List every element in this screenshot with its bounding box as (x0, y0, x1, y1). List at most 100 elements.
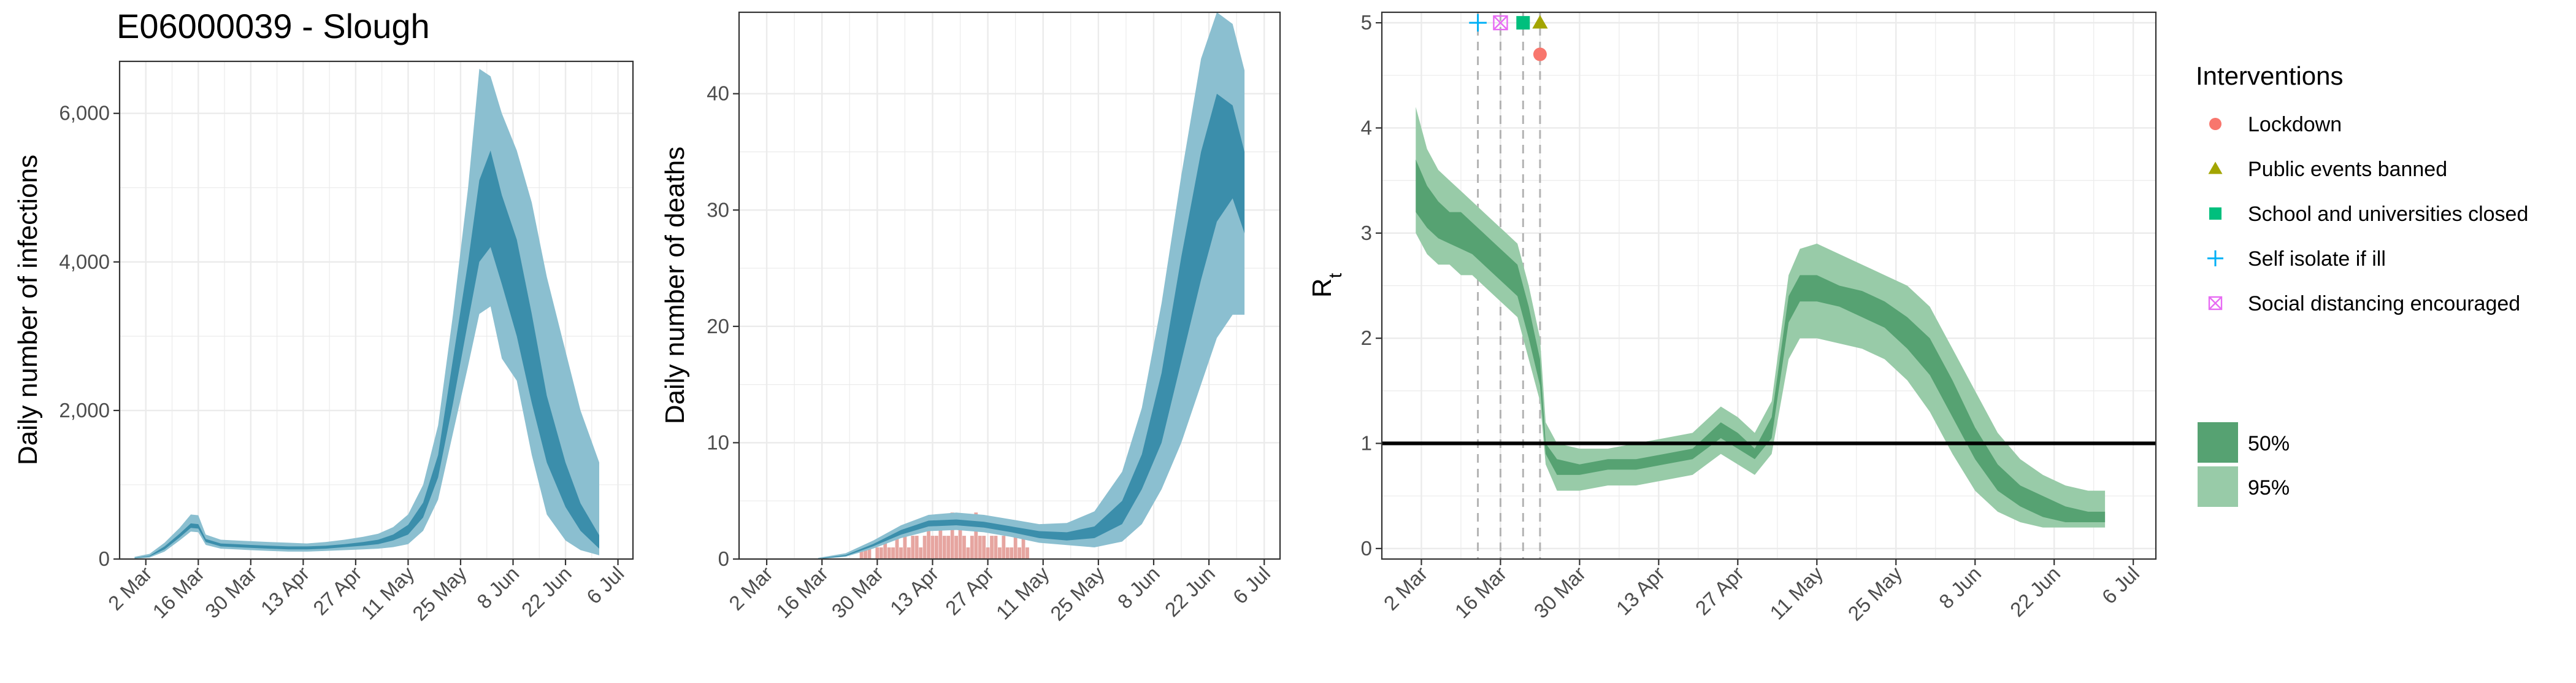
observed-death-bar (990, 536, 994, 559)
rt-y-tick-label: 1 (1361, 432, 1372, 455)
rt-y-axis-title-main: R (1307, 278, 1337, 298)
observed-death-bar (879, 547, 883, 559)
observed-death-bar (946, 536, 951, 559)
rt-y-tick-label: 5 (1361, 11, 1372, 34)
rt-y-tick-label: 4 (1361, 116, 1372, 139)
observed-death-bar (1010, 547, 1014, 559)
rt-y-axis-title: Rt (1307, 272, 1346, 298)
legend-item-label: Social distancing encouraged (2248, 292, 2520, 315)
infections-y-tick-label: 2,000 (59, 399, 110, 422)
legend-item-label: School and universities closed (2248, 203, 2528, 226)
intervention-marker-boxcross (1493, 15, 1508, 31)
legend-key-square (2209, 207, 2221, 220)
observed-death-bar (867, 547, 872, 559)
observed-death-bar (899, 547, 903, 559)
observed-death-bar (1025, 547, 1029, 559)
legend-key-triangle (2208, 161, 2223, 174)
observed-death-bar (954, 536, 958, 559)
rt-y-axis-title-subscript: t (1325, 272, 1346, 278)
legend-key-circle (2209, 118, 2221, 130)
observed-death-bar (914, 536, 919, 559)
observed-death-bar (875, 547, 880, 559)
legend-key-boxcross-d2 (2209, 296, 2222, 310)
observed-death-bar (935, 536, 938, 559)
rt-y-tick-label: 0 (1361, 537, 1372, 560)
observed-death-bar (1005, 547, 1010, 559)
rt-y-tick-label: 3 (1361, 222, 1372, 244)
legend-band-label: 50% (2248, 432, 2290, 455)
intervention-marker-boxcross-box (1493, 15, 1508, 31)
observed-death-bar (1021, 536, 1025, 559)
observed-death-bar (883, 536, 887, 559)
deaths-y-tick-label: 40 (707, 82, 729, 105)
chart-title: E06000039 - Slough (117, 7, 430, 45)
deaths-y-tick-label: 10 (707, 431, 729, 453)
legend-item-intervention: Social distancing encouraged (2208, 292, 2520, 315)
legend-item-band: 50% (2198, 422, 2290, 463)
observed-death-bar (919, 547, 923, 559)
legend-item-band: 95% (2198, 466, 2290, 507)
legend: Interventions Lockdown Public events bann… (2196, 61, 2528, 507)
deaths-y-axis-title: Daily number of deaths (660, 147, 690, 424)
observed-death-bar (986, 547, 990, 559)
rt-y-tick-label: 2 (1361, 326, 1372, 349)
observed-death-bar (1013, 536, 1018, 559)
legend-item-label: Lockdown (2248, 113, 2342, 136)
rt-intervention-markers (1469, 14, 1548, 61)
legend-item-intervention: Public events banned (2208, 158, 2447, 181)
infections-y-tick-label: 0 (99, 547, 110, 570)
intervention-marker-square (1516, 16, 1530, 30)
observed-death-bar (942, 536, 946, 559)
deaths-panel-border (738, 11, 1281, 560)
observed-death-bar (974, 512, 978, 559)
legend-key-boxcross-box (2208, 296, 2223, 311)
observed-death-bar (907, 547, 911, 559)
intervention-marker-circle (1533, 47, 1547, 61)
infections-panel-border (118, 60, 634, 560)
infections-bands (134, 69, 599, 559)
deaths-y-tick-label: 30 (707, 198, 729, 221)
infections-y-axis-title: Daily number of infections (13, 155, 43, 465)
infections-y-tick-label: 6,000 (59, 102, 110, 125)
observed-death-bar (994, 536, 998, 559)
rt-band-50 (1416, 159, 2106, 522)
deaths-band-95 (818, 12, 1245, 559)
intervention-marker-plus (1469, 14, 1487, 32)
infections-band-50 (134, 150, 599, 558)
deaths-y-tick-label: 0 (718, 547, 729, 570)
deaths-y-ticks: 0 10 20 30 40 (707, 82, 739, 570)
legend-key-band (2198, 422, 2238, 463)
observed-death-bar (887, 547, 891, 559)
intervention-marker-boxcross-d2 (1493, 15, 1508, 30)
legend-title: Interventions (2196, 61, 2343, 90)
rt-panel-border (1381, 11, 2157, 560)
observed-death-bar (978, 536, 982, 559)
legend-band-label: 95% (2248, 476, 2290, 500)
observed-death-bar (930, 536, 935, 559)
observed-death-bar (998, 547, 1002, 559)
observed-death-bar (895, 536, 899, 559)
deaths-bands (818, 12, 1245, 559)
legend-bands: 50% 95% (2198, 422, 2290, 507)
deaths-observed-bars (859, 512, 1029, 559)
observed-death-bar (903, 536, 907, 559)
legend-key-band (2198, 466, 2238, 507)
legend-item-label: Public events banned (2248, 158, 2447, 181)
observed-death-bar (1002, 536, 1006, 559)
observed-death-bar (927, 524, 930, 559)
observed-death-bar (962, 536, 966, 559)
observed-death-bar (982, 536, 986, 559)
legend-item-label: Self isolate if ill (2248, 247, 2386, 271)
legend-item-intervention: School and universities closed (2209, 203, 2528, 226)
deaths-y-tick-label: 20 (707, 315, 729, 338)
observed-death-bar (938, 524, 943, 559)
observed-death-bar (970, 536, 974, 559)
observed-death-bar (958, 524, 962, 559)
rt-y-ticks: 0 1 2 3 4 5 (1361, 11, 1382, 560)
observed-death-bar (911, 536, 915, 559)
legend-interventions: Lockdown Public events banned School and u… (2207, 113, 2528, 315)
